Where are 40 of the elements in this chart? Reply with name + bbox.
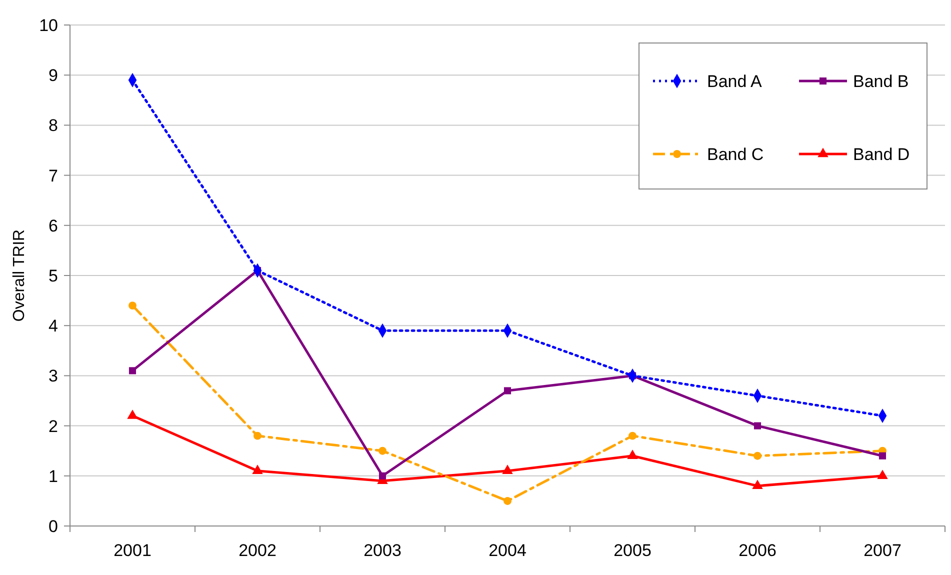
point (252, 464, 263, 474)
y-tick-label: 0 (48, 516, 58, 536)
y-tick-label: 1 (48, 466, 58, 486)
point (877, 470, 888, 479)
y-tick-label: 10 (39, 16, 58, 35)
point (378, 472, 386, 480)
y-tick-label: 6 (48, 216, 58, 236)
point (628, 432, 636, 440)
point (752, 480, 763, 490)
x-tick-label: 2002 (238, 541, 276, 560)
legend-label: Band B (853, 72, 909, 91)
point (754, 422, 762, 430)
y-tick-label: 8 (48, 116, 58, 136)
point (504, 496, 512, 505)
y-tick-label: 7 (48, 166, 58, 186)
point (378, 446, 386, 455)
point (627, 450, 638, 459)
point (502, 464, 513, 474)
legend-label: Band A (707, 72, 762, 91)
point (254, 432, 262, 440)
y-tick-label: 4 (48, 316, 58, 336)
point (504, 387, 512, 394)
point (128, 302, 136, 310)
point (878, 452, 886, 460)
x-tick-label: 2003 (364, 541, 402, 560)
y-tick-label: 9 (48, 66, 58, 86)
point (754, 452, 762, 460)
x-tick-label: 2007 (864, 541, 902, 560)
y-tick-label: 5 (48, 266, 58, 286)
y-axis-title: Overall TRIR (11, 229, 28, 322)
x-tick-label: 2004 (488, 541, 526, 560)
point (127, 410, 138, 419)
legend-label: Band C (707, 144, 764, 164)
x-tick-label: 2006 (738, 541, 776, 560)
y-tick-label: 3 (48, 366, 58, 386)
point (128, 367, 136, 374)
x-tick-label: 2005 (614, 541, 652, 560)
legend-label: Band D (853, 144, 910, 164)
y-tick-label: 2 (48, 416, 58, 436)
x-tick-label: 2001 (114, 541, 152, 560)
